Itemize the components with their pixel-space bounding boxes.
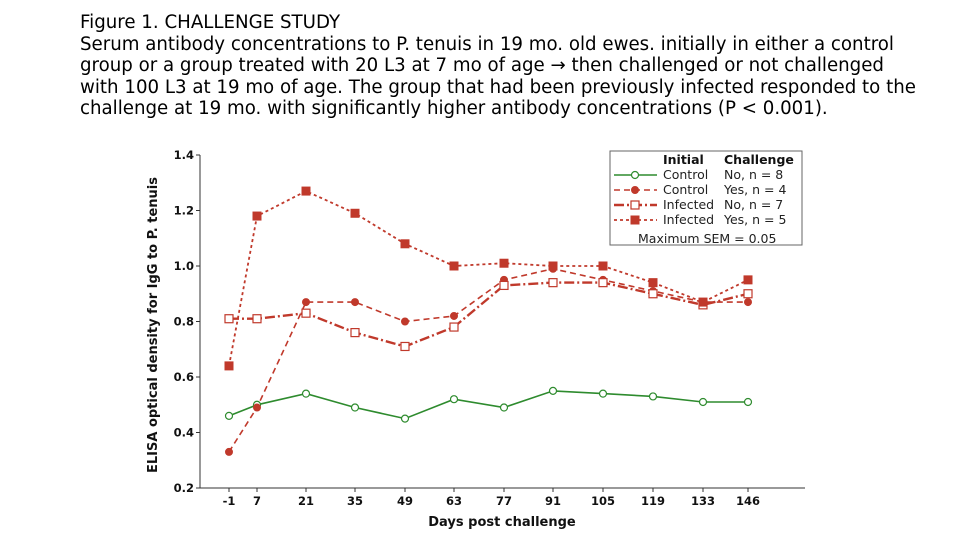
series-1-point [598,389,608,398]
series-2-point [450,311,458,320]
x-axis-title: Days post challenge [428,515,576,530]
series-2-point [253,403,261,412]
series-4-point [548,261,558,271]
series-4-point [400,239,410,249]
series-3-point [499,280,509,291]
chart-axes: 0.2 0.4 0.6 0.8 1.0 1.2 1.4 -1 7 21 35 49 63 77 91 105 1… [174,148,805,508]
series-1-point [698,397,708,407]
legend-swatch-marker [631,186,639,194]
x-tick-label: 49 [397,494,413,508]
caption-line-4: with 100 L3 at 19 mo of age. The group t… [80,76,916,98]
series-2-point [744,298,752,307]
series-1-point [224,411,234,420]
legend-initial-label: Control [663,182,708,197]
x-tick-label: 77 [496,494,512,508]
series-3-point [548,278,558,288]
series-4-point [499,258,509,268]
series-3-point [252,314,262,324]
y-tick-label: 1.2 [174,204,194,218]
y-tick-label: 0.4 [174,426,194,440]
legend-challenge-label: Yes, n = 5 [723,212,786,227]
caption-line-1: Figure 1. CHALLENGE STUDY [80,12,341,33]
legend-header-challenge: Challenge [724,152,794,167]
series-1-point [648,392,658,401]
series-2-line [228,267,748,453]
series-2-point [302,298,310,307]
series-1-point [548,386,558,395]
series-4-point [743,275,753,285]
series-4-point [224,361,234,371]
series-4-point [350,208,360,218]
series-4 [224,186,753,371]
y-tick-label: 0.6 [174,370,194,384]
series-3-point [224,314,234,324]
legend-swatch-marker [630,215,640,225]
figure-caption: Figure 1. CHALLENGE STUDY Serum antibody… [80,12,940,120]
legend-header-initial: Initial [663,152,704,167]
y-tick-label: 1.4 [174,148,194,162]
series-2 [225,264,752,456]
series-3-line [229,281,749,348]
series-3-point [400,341,410,352]
series-2-point [401,317,409,326]
series-1-point [743,397,753,407]
series-3 [224,278,753,352]
x-tick-label: 7 [253,494,261,508]
series-4-point [698,297,708,307]
series-4-line [228,190,749,367]
series-1-point [499,403,509,412]
legend-challenge-label: No, n = 7 [724,197,783,212]
legend-swatch-marker [630,200,640,210]
series-4-point [301,186,311,196]
series-3-point [350,328,360,338]
series-1-point [301,389,311,398]
x-tick-label: 91 [545,494,561,508]
y-tick-label: 0.8 [174,315,194,329]
series-4-point [252,211,262,221]
legend-initial-label: Infected [663,212,714,227]
y-tick-label: 1.0 [174,259,194,273]
series-4-point [598,261,608,271]
caption-line-2: Serum antibody concentrations to P. tenu… [80,33,894,55]
caption-line-5: challenge at 19 mo. with significantly h… [80,98,828,119]
x-tick-label: 21 [298,494,314,508]
series-1 [224,386,753,423]
series-2-point [225,447,233,456]
series-3-point [743,289,753,299]
x-tick-label: -1 [223,494,236,508]
legend-swatch-marker [630,170,640,180]
x-tick-label: 105 [591,494,615,508]
series-1-point [350,403,360,412]
series-2-point [351,298,359,307]
legend-box [609,150,803,246]
chart-series [224,186,753,456]
series-1-line [228,390,748,420]
chart-legend: Initial Challenge Control No, n = 8 Control Y… [609,150,803,246]
x-tick-label: 35 [347,494,363,508]
x-tick-label: 63 [446,494,462,508]
series-1-point [449,395,459,404]
x-tick-label: 119 [641,494,665,508]
legend-initial-label: Infected [663,197,714,212]
series-4-point [648,278,658,288]
series-1-point [400,414,410,423]
x-tick-label: 133 [691,494,715,508]
legend-note: Maximum SEM = 0.05 [638,231,776,246]
y-axis-title: ELISA optical density for IgG to P. tenu… [146,177,161,473]
x-tick-label: 146 [736,494,760,508]
caption-line-3: group or a group treated with 20 L3 at 7… [80,55,884,76]
series-3-point [301,308,311,318]
series-3-point [449,322,459,332]
legend-initial-label: Control [663,167,708,182]
series-3-point [598,278,608,288]
legend-challenge-label: No, n = 8 [724,167,783,182]
y-tick-label: 0.2 [174,481,194,495]
legend-challenge-label: Yes, n = 4 [723,182,786,197]
series-4-point [449,261,459,271]
series-3-point [648,289,658,299]
